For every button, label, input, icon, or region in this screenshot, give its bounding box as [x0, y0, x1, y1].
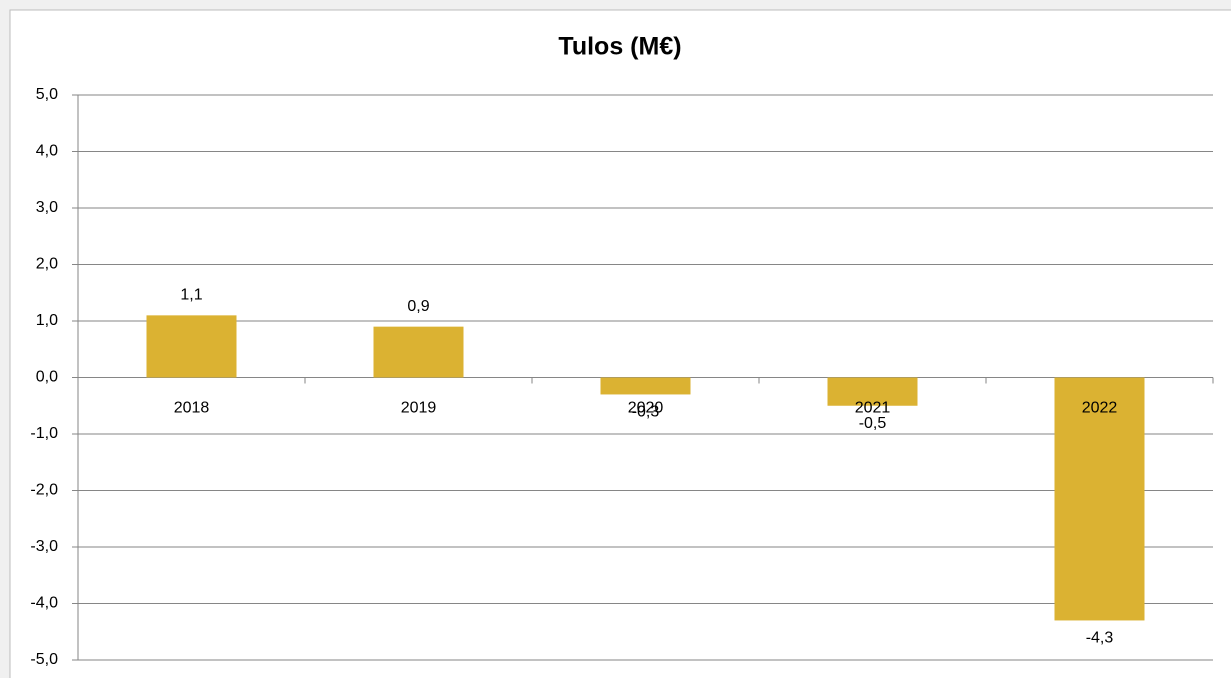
y-tick-label: 0,0 — [36, 369, 58, 386]
bar — [1054, 377, 1145, 621]
y-tick-label: -2,0 — [30, 482, 58, 499]
y-tick-label: 1,0 — [36, 312, 58, 329]
x-tick-label: 2021 — [855, 400, 891, 417]
y-tick-label: 3,0 — [36, 199, 58, 216]
bar — [373, 326, 464, 378]
data-label: -0,3 — [632, 404, 660, 421]
x-tick-label: 2019 — [401, 400, 437, 417]
x-tick-label: 2018 — [174, 400, 210, 417]
bar — [827, 377, 918, 406]
x-tick-label: 2022 — [1082, 400, 1118, 417]
y-tick-label: -5,0 — [30, 651, 58, 668]
data-label: -4,3 — [1086, 630, 1114, 647]
data-label: -0,5 — [859, 415, 887, 432]
y-tick-label: 2,0 — [36, 256, 58, 273]
bar — [146, 315, 237, 378]
y-tick-label: 5,0 — [36, 86, 58, 103]
x-tick-label: 2020 — [628, 400, 664, 417]
y-tick-label: -1,0 — [30, 425, 58, 442]
chart-title: Tulos (M€) — [558, 33, 681, 61]
data-label: 1,1 — [180, 287, 202, 304]
data-label: 0,9 — [407, 298, 429, 315]
y-tick-label: -3,0 — [30, 538, 58, 555]
y-tick-label: -4,0 — [30, 595, 58, 612]
bar — [600, 377, 691, 395]
y-tick-label: 4,0 — [36, 143, 58, 160]
